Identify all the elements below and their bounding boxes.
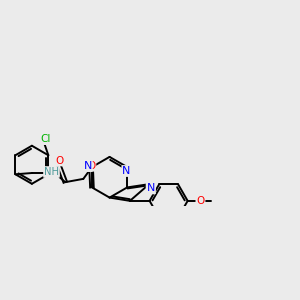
Text: O: O bbox=[196, 196, 205, 206]
Text: O: O bbox=[87, 161, 95, 171]
Text: N: N bbox=[122, 166, 131, 176]
Text: O: O bbox=[55, 155, 64, 166]
Text: NH: NH bbox=[44, 167, 59, 177]
Text: N: N bbox=[147, 183, 155, 194]
Text: Cl: Cl bbox=[40, 134, 51, 144]
Text: N: N bbox=[83, 161, 92, 171]
